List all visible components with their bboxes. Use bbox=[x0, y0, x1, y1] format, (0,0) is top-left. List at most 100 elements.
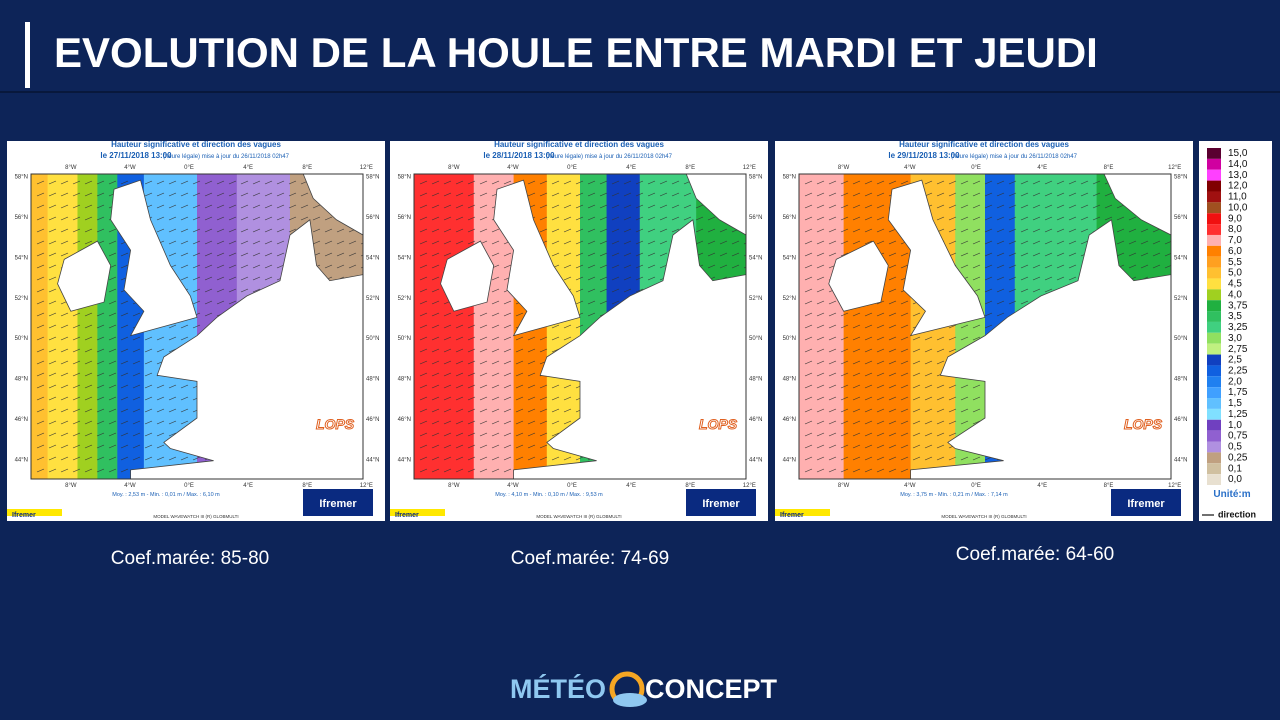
wave-arrow bbox=[563, 276, 572, 281]
lat-label: 56°N bbox=[1174, 215, 1187, 221]
wave-arrow bbox=[108, 288, 117, 293]
wave-arrow bbox=[912, 312, 921, 317]
wave-arrow bbox=[1032, 264, 1041, 269]
wave-arrow bbox=[551, 420, 560, 425]
wave-arrow bbox=[455, 336, 464, 341]
lon-label: 8°W bbox=[65, 483, 77, 489]
wave-arrow bbox=[36, 324, 45, 329]
wave-arrow bbox=[48, 348, 57, 353]
wave-arrow bbox=[1068, 204, 1077, 209]
wave-arrow bbox=[563, 216, 572, 221]
wave-arrow bbox=[936, 216, 945, 221]
wave-arrow bbox=[467, 240, 476, 245]
wave-arrow bbox=[108, 252, 117, 257]
wave-arrow bbox=[120, 324, 129, 329]
wave-arrow bbox=[888, 444, 897, 449]
wave-arrow bbox=[120, 300, 129, 305]
wave-arrow bbox=[503, 264, 512, 269]
wave-arrow bbox=[479, 384, 488, 389]
wave-arrow bbox=[864, 216, 873, 221]
wave-arrow bbox=[467, 324, 476, 329]
wave-arrow bbox=[180, 204, 189, 209]
wave-arrow bbox=[120, 360, 129, 365]
wave-arrow bbox=[204, 264, 213, 269]
wave-arrow bbox=[240, 288, 249, 293]
wave-arrow bbox=[1104, 192, 1113, 197]
wave-arrow bbox=[60, 408, 69, 413]
ifremer-box bbox=[303, 489, 373, 516]
wave-arrow bbox=[816, 360, 825, 365]
wave-arrow bbox=[312, 216, 321, 221]
wave-arrow bbox=[168, 192, 177, 197]
lon-label: 8°E bbox=[1104, 165, 1114, 171]
wave-arrow bbox=[419, 360, 428, 365]
wave-arrow bbox=[503, 456, 512, 461]
wave-arrow bbox=[527, 180, 536, 185]
wave-arrow bbox=[960, 180, 969, 185]
wave-arrow bbox=[671, 216, 680, 221]
wave-arrow bbox=[611, 276, 620, 281]
wave-arrow bbox=[264, 264, 273, 269]
lat-label: 50°N bbox=[398, 336, 411, 342]
wave-arrow bbox=[300, 216, 309, 221]
wave-arrow bbox=[611, 216, 620, 221]
wave-arrow bbox=[972, 420, 981, 425]
wave-arrow bbox=[515, 384, 524, 389]
wave-arrow bbox=[276, 204, 285, 209]
wave-arrow bbox=[431, 300, 440, 305]
wave-arrow bbox=[816, 396, 825, 401]
wave-arrow bbox=[816, 288, 825, 293]
lat-label: 56°N bbox=[15, 215, 28, 221]
wave-arrow bbox=[840, 180, 849, 185]
wave-arrow bbox=[804, 372, 813, 377]
wave-arrow bbox=[252, 240, 261, 245]
wave-arrow bbox=[876, 396, 885, 401]
wave-arrow bbox=[924, 432, 933, 437]
wave-arrow bbox=[96, 360, 105, 365]
wave-arrow bbox=[132, 420, 141, 425]
legend-swatch bbox=[1207, 191, 1221, 203]
wave-arrow bbox=[888, 432, 897, 437]
wave-arrow bbox=[1032, 228, 1041, 233]
wave-arrow bbox=[563, 264, 572, 269]
wave-arrow bbox=[623, 264, 632, 269]
wave-arrow bbox=[527, 408, 536, 413]
wave-arrow bbox=[252, 216, 261, 221]
wave-arrow bbox=[455, 204, 464, 209]
wave-arrow bbox=[551, 228, 560, 233]
wave-arrow bbox=[1020, 228, 1029, 233]
wave-arrow bbox=[527, 444, 536, 449]
wave-arrow bbox=[144, 408, 153, 413]
wave-arrow bbox=[924, 456, 933, 461]
wave-arrow bbox=[587, 288, 596, 293]
wave-arrow bbox=[132, 396, 141, 401]
wave-arrow bbox=[84, 240, 93, 245]
wave-arrow bbox=[431, 420, 440, 425]
wave-arrow bbox=[539, 444, 548, 449]
lat-label: 56°N bbox=[398, 215, 411, 221]
wave-arrow bbox=[503, 384, 512, 389]
wave-arrow bbox=[204, 192, 213, 197]
wave-arrow bbox=[900, 180, 909, 185]
wave-arrow bbox=[120, 348, 129, 353]
wave-arrow bbox=[419, 204, 428, 209]
wave-arrow bbox=[659, 216, 668, 221]
lat-label: 50°N bbox=[15, 336, 28, 342]
wave-arrow bbox=[60, 384, 69, 389]
wave-arrow bbox=[575, 252, 584, 257]
wave-arrow bbox=[503, 252, 512, 257]
wave-arrow bbox=[156, 408, 165, 413]
wave-arrow bbox=[912, 408, 921, 413]
wave-arrow bbox=[840, 240, 849, 245]
lat-label: 56°N bbox=[783, 215, 796, 221]
wave-arrow bbox=[804, 408, 813, 413]
lat-label: 44°N bbox=[366, 457, 379, 463]
title-bar bbox=[25, 22, 30, 88]
wave-arrow bbox=[503, 396, 512, 401]
lat-label: 56°N bbox=[749, 215, 762, 221]
wave-arrow bbox=[1068, 252, 1077, 257]
wave-arrow bbox=[419, 180, 428, 185]
lon-label: 0°E bbox=[567, 165, 577, 171]
wave-arrow bbox=[840, 336, 849, 341]
wave-arrow bbox=[264, 204, 273, 209]
